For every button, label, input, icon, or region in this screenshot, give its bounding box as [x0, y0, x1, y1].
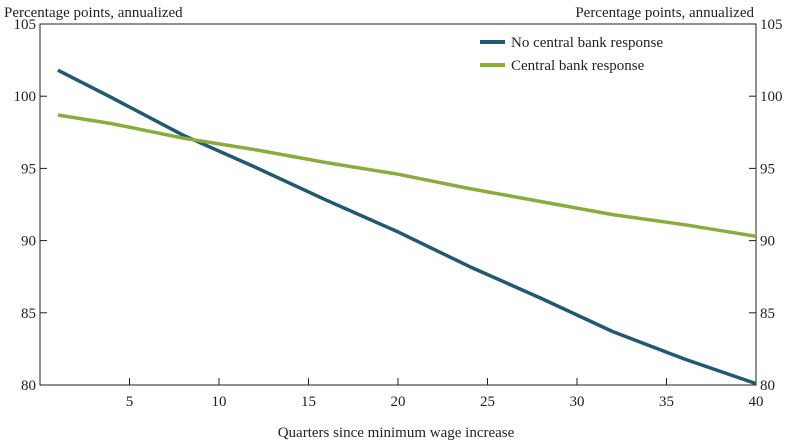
y-unit-label-right: Percentage points, annualized — [575, 5, 754, 21]
x-tick-label: 25 — [480, 394, 495, 410]
x-tick-label: 30 — [570, 394, 585, 410]
x-axis-label: Quarters since minimum wage increase — [277, 425, 515, 441]
y-tick-label-left: 95 — [21, 161, 36, 177]
x-tick-label: 20 — [391, 394, 406, 410]
tick-marks — [40, 23, 757, 386]
y-tick-label-right: 95 — [760, 161, 775, 177]
x-tick-label: 10 — [212, 394, 227, 410]
x-tick-label: 5 — [126, 394, 134, 410]
x-tick-label: 40 — [749, 394, 764, 410]
y-tick-label-right: 80 — [760, 378, 775, 394]
y-tick-label-right: 90 — [760, 234, 775, 250]
y-tick-label-left: 105 — [14, 17, 37, 33]
x-tick-label: 15 — [301, 394, 316, 410]
y-tick-label-right: 105 — [760, 17, 783, 33]
y-tick-label-left: 90 — [21, 234, 36, 250]
plot-area — [39, 23, 757, 386]
legend: No central bank response Central bank res… — [480, 35, 663, 74]
series-line-2 — [57, 113, 757, 239]
y-tick-label-left: 100 — [14, 89, 37, 105]
x-tick-label: 35 — [659, 394, 674, 410]
y-tick-label-left: 85 — [21, 306, 36, 322]
series-line-1 — [57, 68, 757, 386]
y-unit-label-left: Percentage points, annualized — [4, 5, 183, 21]
legend-label-2: Central bank response — [511, 58, 645, 74]
legend-label-1: No central bank response — [511, 35, 663, 51]
y-tick-label-left: 80 — [21, 378, 36, 394]
y-tick-label-right: 85 — [760, 306, 775, 322]
series-lines — [57, 68, 757, 386]
plot-frame — [39, 23, 757, 386]
y-tick-label-right: 100 — [760, 89, 783, 105]
